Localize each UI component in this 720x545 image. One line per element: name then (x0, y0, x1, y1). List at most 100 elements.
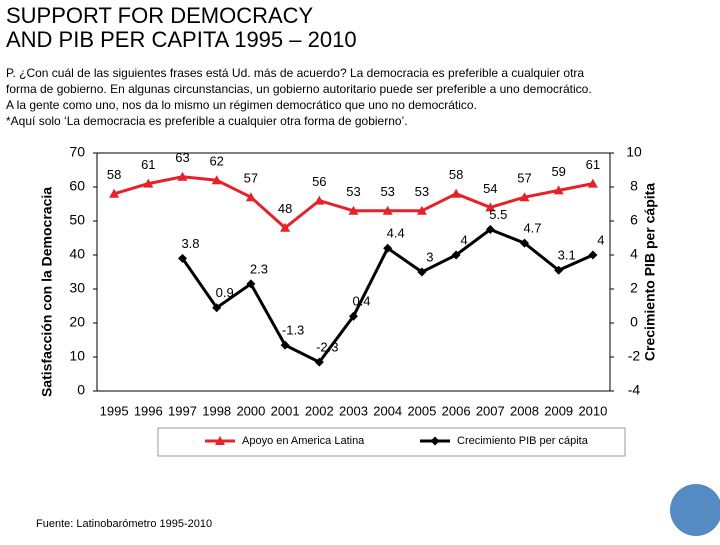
point (520, 238, 529, 248)
point (245, 192, 256, 202)
point (553, 185, 564, 195)
point (485, 225, 495, 234)
x-tick-label: 1995 (100, 403, 129, 418)
data-label: 3.1 (558, 248, 576, 263)
y2-tick-label: -4 (628, 382, 641, 398)
y-tick-label: 30 (69, 280, 85, 296)
point (348, 205, 359, 215)
x-tick-label: 2008 (510, 403, 539, 418)
y-tick-label: 50 (69, 212, 85, 228)
point (485, 202, 496, 212)
point (588, 250, 598, 260)
data-label: 0.9 (216, 285, 234, 300)
question-line: *Aquí solo ‘La democracia es preferible … (6, 114, 408, 128)
x-tick-label: 2006 (442, 403, 471, 418)
data-label: 3.8 (181, 236, 199, 251)
data-label: -1.3 (282, 323, 304, 338)
y2-tick-label: 0 (630, 314, 638, 330)
x-tick-label: 1996 (134, 403, 163, 418)
point (554, 265, 564, 275)
data-label: 58 (107, 167, 121, 182)
point (416, 205, 427, 215)
point (417, 267, 427, 277)
point (451, 250, 461, 260)
data-label: 48 (278, 201, 292, 216)
y2-tick-label: 4 (630, 246, 638, 262)
y-tick-label: 0 (77, 382, 85, 398)
data-label: 4.4 (387, 226, 405, 241)
y2-tick-label: 2 (630, 280, 638, 296)
y-axis-title: Satisfacción con la Democracia (39, 187, 55, 397)
point (430, 436, 440, 446)
x-tick-label: 2005 (407, 403, 436, 418)
point (280, 340, 290, 350)
legend-label: Crecimiento PIB per cápita (457, 435, 589, 447)
x-tick-label: 2010 (578, 403, 607, 418)
plot-frame (96, 152, 611, 392)
data-label: 53 (346, 184, 360, 199)
title-line: SUPPORT FOR DEMOCRACY (6, 3, 314, 28)
y-tick-label: 40 (69, 246, 85, 262)
y2-tick-label: 8 (630, 178, 638, 194)
data-label: 53 (415, 184, 429, 199)
y-tick-label: 10 (69, 348, 85, 364)
data-label: 53 (380, 184, 394, 199)
y2-tick-label: 10 (626, 144, 642, 160)
data-label: 0.4 (352, 294, 370, 309)
point (587, 178, 598, 188)
data-label: 4 (460, 232, 467, 247)
source: Fuente: Latinobarómetro 1995-2010 (36, 518, 212, 530)
y-tick-label: 70 (69, 144, 85, 160)
title-line: AND PIB PER CAPITA 1995 – 2010 (6, 27, 357, 52)
point (519, 192, 530, 202)
data-label: 62 (209, 154, 223, 169)
point (314, 357, 324, 367)
data-label: 2.3 (250, 261, 268, 276)
point (215, 436, 225, 445)
question-line: P. ¿Con cuál de las siguientes frases es… (6, 66, 584, 80)
logo (670, 484, 720, 536)
point (451, 188, 462, 198)
data-label: 5.5 (489, 207, 507, 222)
point (383, 243, 393, 253)
data-label: 56 (312, 174, 326, 189)
point (212, 303, 222, 313)
point (314, 195, 325, 205)
data-label: 4.7 (523, 221, 541, 236)
y2-axis-title: Crecimiento PIB per cápita (642, 183, 658, 361)
x-tick-label: 2009 (544, 403, 573, 418)
x-tick-label: 2000 (236, 403, 265, 418)
data-label: 54 (483, 181, 497, 196)
x-tick-label: 2007 (476, 403, 505, 418)
point (178, 253, 187, 263)
y-tick-label: 60 (69, 178, 85, 194)
legend-box (157, 427, 626, 457)
point (177, 171, 188, 181)
x-tick-label: 1998 (202, 403, 231, 418)
point (280, 222, 291, 232)
point (211, 175, 222, 185)
y-tick-label: 20 (69, 314, 85, 330)
data-label: 59 (551, 164, 565, 179)
data-label: 61 (141, 157, 155, 172)
legend-label: Apoyo en America Latina (242, 435, 365, 447)
data-label: 57 (244, 171, 258, 186)
question-line: A la gente como uno, nos da lo mismo un … (6, 98, 477, 112)
data-label: -2.3 (316, 340, 338, 355)
point (246, 279, 256, 289)
data-label: 3 (426, 249, 433, 264)
y2-tick-label: -2 (628, 348, 641, 364)
data-label: 61 (586, 157, 600, 172)
x-tick-label: 2003 (339, 403, 368, 418)
point (382, 205, 393, 215)
data-label: 58 (449, 167, 463, 182)
data-label: 63 (175, 150, 189, 165)
x-tick-label: 2001 (271, 403, 300, 418)
data-label: 57 (517, 171, 531, 186)
x-tick-label: 2002 (305, 403, 334, 418)
y2-tick-label: 6 (630, 212, 638, 228)
x-tick-label: 1997 (168, 403, 197, 418)
point (349, 311, 358, 321)
question-line: forma de gobierno. En algunas circunstan… (6, 82, 592, 96)
